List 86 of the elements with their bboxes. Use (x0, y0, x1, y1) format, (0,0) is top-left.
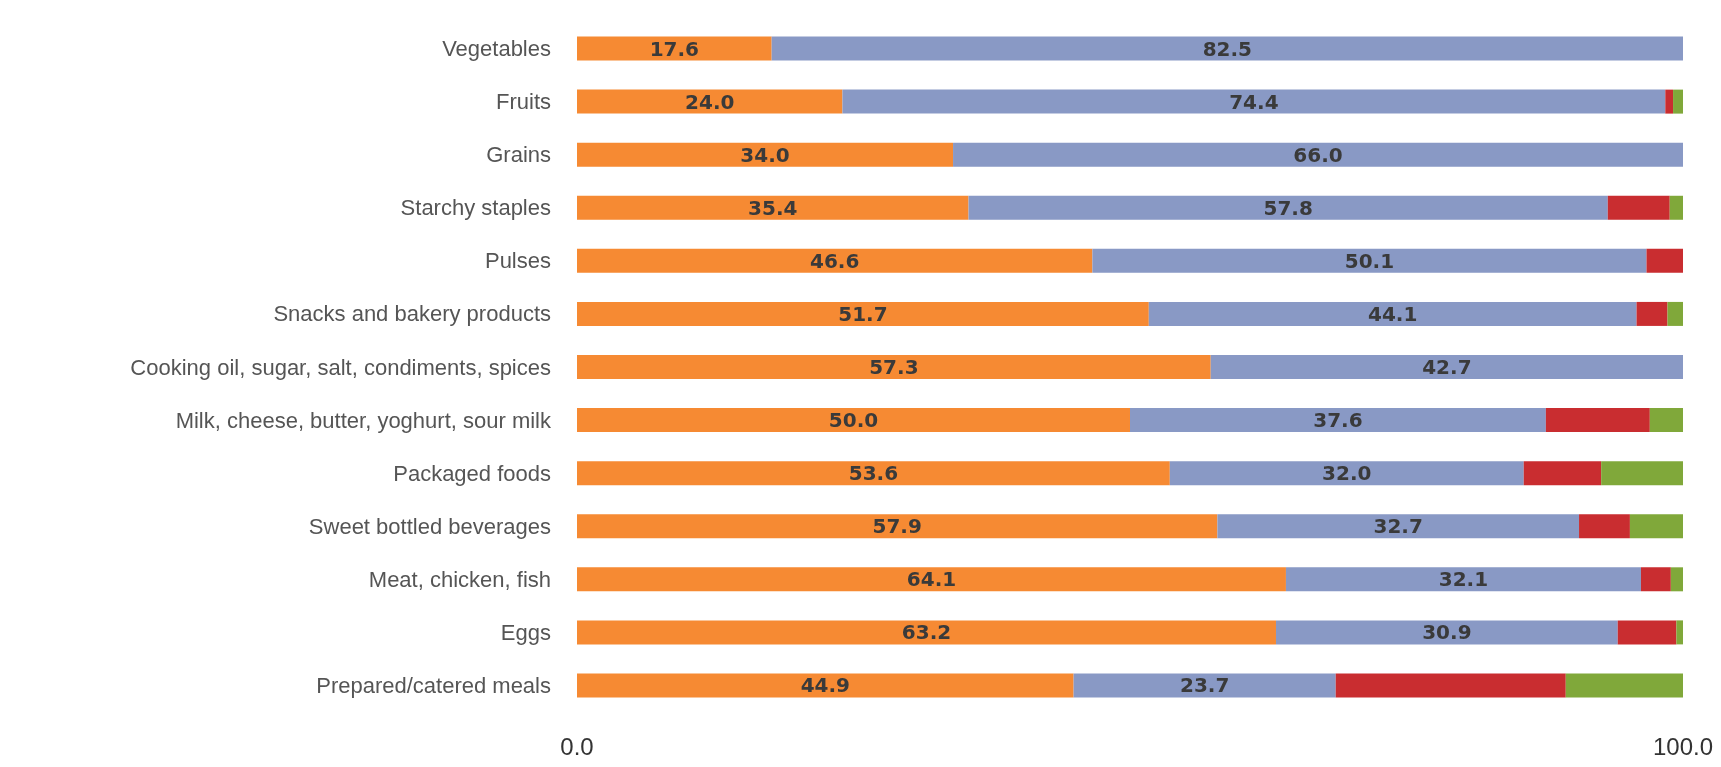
bar (1092, 248, 1647, 273)
bar (577, 248, 1093, 273)
y-tick-label: Pulses (484, 248, 551, 274)
bar (953, 142, 1683, 167)
data-label: 57.9 (872, 514, 922, 539)
bar (1607, 195, 1670, 220)
data-label: 32.1 (1438, 567, 1489, 592)
bar (577, 461, 1170, 486)
bar (1601, 461, 1683, 486)
y-tick-label: Sweet bottled beverages (308, 513, 551, 539)
data-label: 51.7 (838, 301, 888, 326)
data-label: 32.0 (1322, 461, 1372, 486)
bar (1217, 514, 1580, 539)
data-label: 64.1 (906, 567, 957, 592)
bar (1667, 301, 1683, 326)
bar (577, 673, 1074, 698)
y-tick-label: Meat, chicken, fish (368, 566, 551, 592)
data-label: 17.6 (649, 36, 700, 61)
y-tick-label: Cooking oil, sugar, salt, condiments, spices (130, 354, 551, 380)
data-label: 74.4 (1229, 89, 1279, 114)
bar (577, 567, 1286, 592)
data-label: 63.2 (901, 620, 952, 645)
bar (577, 620, 1276, 645)
bar (1073, 673, 1336, 698)
bar (771, 36, 1683, 61)
bar (1676, 620, 1683, 645)
data-label: 44.9 (800, 673, 850, 698)
bar (577, 195, 969, 220)
y-tick-label: Starchy staples (400, 195, 551, 221)
bar (577, 355, 1211, 379)
y-tick-label: Prepared/catered meals (316, 672, 551, 698)
bar (577, 301, 1149, 326)
bar (577, 408, 1130, 433)
bar (577, 514, 1218, 539)
bar (577, 89, 843, 114)
bar (1275, 620, 1618, 645)
data-label: 42.7 (1422, 355, 1472, 379)
data-label: 37.6 (1313, 408, 1363, 433)
data-label: 50.1 (1344, 248, 1395, 273)
bar (1673, 89, 1683, 114)
bar (1665, 89, 1674, 114)
data-label: 57.3 (869, 355, 919, 379)
data-label: 50.0 (828, 408, 879, 433)
bar (1335, 673, 1566, 698)
bar (1148, 301, 1637, 326)
bar (577, 142, 954, 167)
bar (1523, 461, 1602, 486)
y-tick-label: Vegetables (442, 36, 551, 62)
data-label: 57.8 (1263, 195, 1313, 220)
bar (842, 89, 1666, 114)
data-label: 53.6 (848, 461, 899, 486)
bar (1210, 355, 1683, 379)
bar (1130, 408, 1546, 433)
y-tick-label: Snacks and bakery products (273, 301, 551, 327)
bar (1636, 301, 1668, 326)
bar (1646, 248, 1683, 273)
bar (1669, 195, 1683, 220)
data-label: 66.0 (1293, 142, 1343, 167)
data-label: 30.9 (1422, 620, 1472, 645)
y-tick-label: Fruits (496, 89, 551, 115)
data-label: 34.0 (740, 142, 790, 167)
x-tick-label: 100.0 (1652, 732, 1714, 760)
bar (1285, 567, 1641, 592)
bar (1629, 514, 1683, 539)
bar (1670, 567, 1683, 592)
bar (1617, 620, 1677, 645)
data-label: 35.4 (748, 195, 798, 220)
bar (1579, 514, 1630, 539)
bar (577, 36, 772, 61)
bar (1545, 408, 1650, 433)
y-tick-label: Grains (486, 142, 551, 168)
data-label: 82.5 (1202, 36, 1253, 61)
x-tick-label: 0.0 (560, 732, 594, 760)
bar (1640, 567, 1671, 592)
bar (1565, 673, 1683, 698)
y-tick-label: Milk, cheese, butter, yoghurt, sour milk (175, 407, 552, 433)
y-tick-label: Packaged foods (393, 460, 551, 486)
data-label: 24.0 (685, 89, 735, 114)
data-label: 23.7 (1179, 673, 1230, 698)
bar (968, 195, 1608, 220)
bar (1169, 461, 1524, 486)
data-label: 46.6 (810, 248, 860, 273)
y-tick-label: Eggs (500, 619, 551, 645)
data-label: 32.7 (1373, 514, 1423, 539)
bar (1649, 408, 1683, 433)
data-label: 44.1 (1368, 301, 1418, 326)
